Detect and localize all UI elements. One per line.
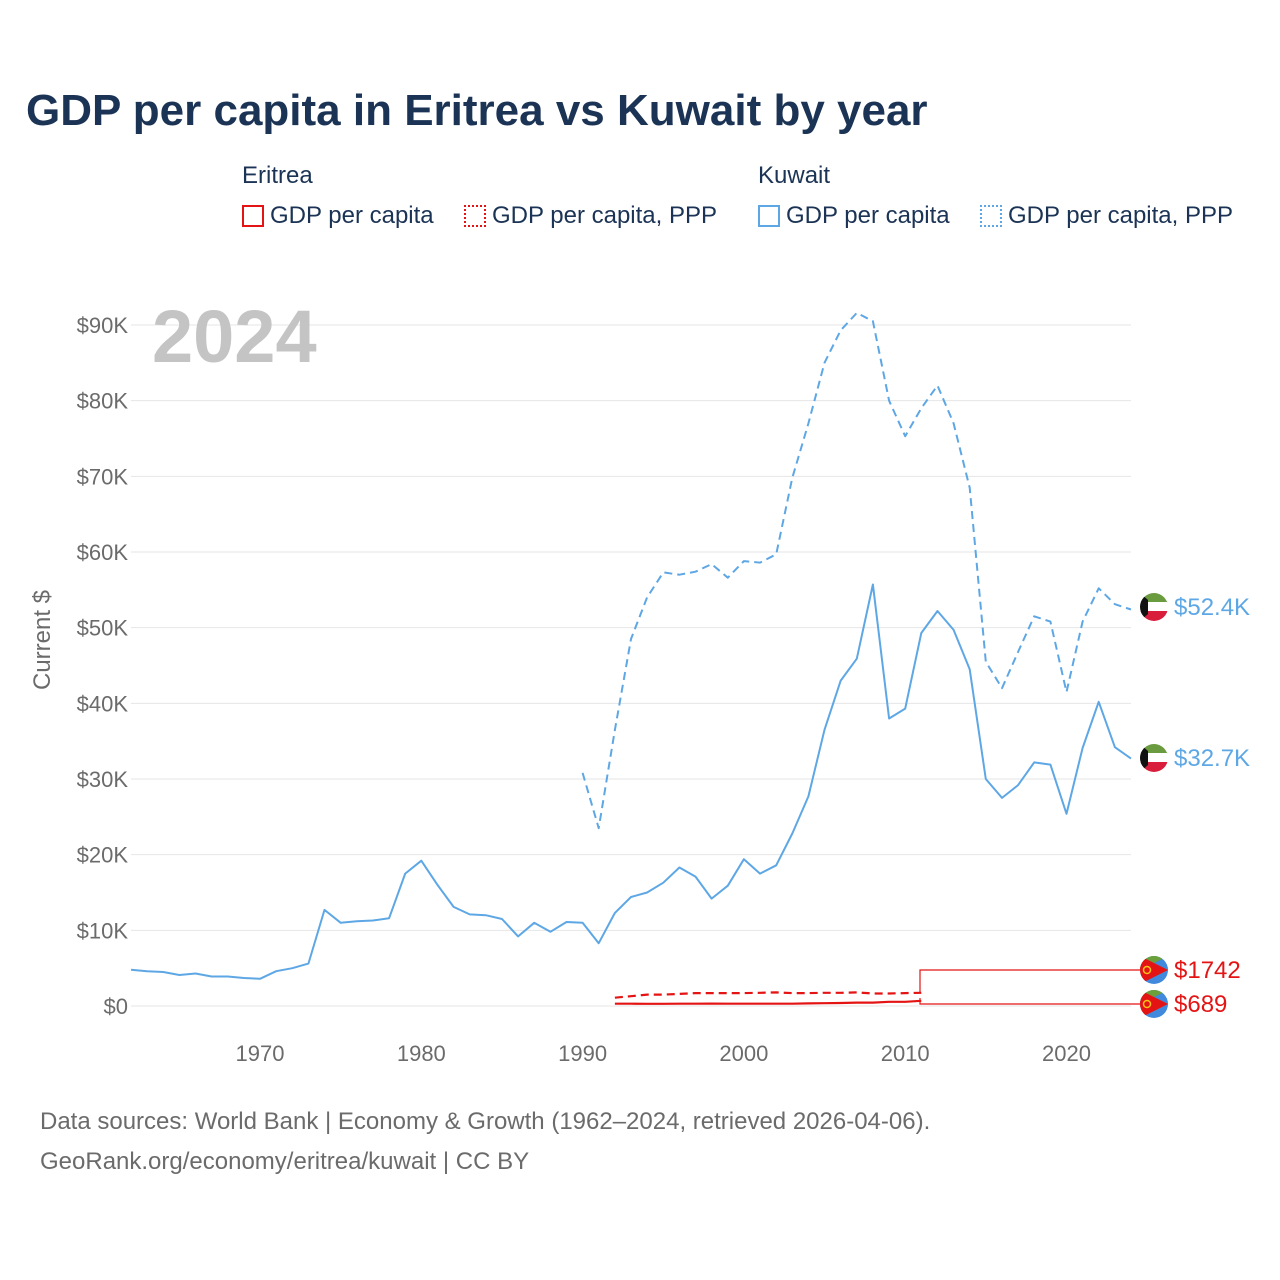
series-lines — [130, 311, 1132, 1005]
legend-item-eritrea-gdp-ppp[interactable]: GDP per capita, PPP — [464, 202, 717, 230]
kuwait-flag-icon — [1140, 744, 1168, 772]
y-axis-ticks: $0 $10K $20K $30K $40K $50K $60K $70K $80K $90K — [77, 313, 129, 1019]
eritrea-ppp-connector — [919, 969, 1140, 992]
credit-link[interactable]: GeoRank.org/economy/eritrea/kuwait | CC … — [40, 1148, 530, 1175]
y-tick-label: $30K — [77, 767, 129, 792]
legend-swatch-dotted-red — [464, 205, 486, 227]
data-source-note: Data sources: World Bank | Economy & Gro… — [40, 1108, 931, 1135]
series-line-eritrea-ppp — [614, 991, 922, 999]
eritrea-flag-icon — [1140, 990, 1168, 1018]
legend-item-eritrea-gdp[interactable]: GDP per capita — [242, 202, 434, 230]
x-tick-label: 2000 — [719, 1041, 768, 1066]
y-tick-label: $90K — [77, 313, 129, 338]
x-axis-ticks: 1970 1980 1990 2000 2010 2020 — [236, 1041, 1091, 1066]
y-tick-label: $10K — [77, 918, 129, 943]
x-tick-label: 2010 — [881, 1041, 930, 1066]
legend-group-eritrea: Eritrea — [242, 162, 313, 189]
year-watermark: 2024 — [152, 295, 317, 378]
x-tick-label: 1990 — [558, 1041, 607, 1066]
legend-item-kuwait-gdp-ppp[interactable]: GDP per capita, PPP — [980, 202, 1233, 230]
legend-label: GDP per capita — [786, 202, 950, 229]
legend-swatch-solid-blue — [758, 205, 780, 227]
y-tick-label: $80K — [77, 389, 129, 414]
y-tick-label: $60K — [77, 540, 129, 565]
legend-group-kuwait: Kuwait — [758, 162, 831, 189]
y-tick-label: $70K — [77, 464, 129, 489]
series-line-kuwait-gdp — [130, 583, 1132, 980]
eritrea-flag-icon — [1140, 956, 1168, 984]
end-label-eritrea-ppp: $1742 — [1174, 957, 1241, 984]
legend-swatch-dotted-blue — [980, 205, 1002, 227]
page-title: GDP per capita in Eritrea vs Kuwait by y… — [26, 86, 928, 135]
legend-label: GDP per capita, PPP — [1008, 202, 1233, 229]
y-tick-label: $20K — [77, 843, 129, 868]
end-label-kuwait-ppp: $52.4K — [1174, 594, 1250, 621]
end-label-kuwait-gdp: $32.7K — [1174, 745, 1250, 772]
legend-label: GDP per capita — [270, 202, 434, 229]
kuwait-flag-icon — [1140, 593, 1168, 621]
x-tick-label: 2020 — [1042, 1041, 1091, 1066]
y-tick-label: $0 — [104, 994, 128, 1019]
y-tick-label: $50K — [77, 616, 129, 641]
legend-label: GDP per capita, PPP — [492, 202, 717, 229]
series-line-eritrea-gdp — [614, 999, 922, 1005]
x-tick-label: 1970 — [236, 1041, 285, 1066]
x-tick-label: 1980 — [397, 1041, 446, 1066]
y-tick-label: $40K — [77, 691, 129, 716]
legend-swatch-solid-red — [242, 205, 264, 227]
end-label-eritrea-gdp: $689 — [1174, 991, 1227, 1018]
eritrea-gdp-connector — [919, 998, 1140, 1005]
y-axis-label: Current $ — [29, 590, 56, 690]
legend-item-kuwait-gdp[interactable]: GDP per capita — [758, 202, 950, 230]
grid-lines — [131, 324, 1131, 1007]
series-line-kuwait-ppp — [581, 311, 1132, 830]
